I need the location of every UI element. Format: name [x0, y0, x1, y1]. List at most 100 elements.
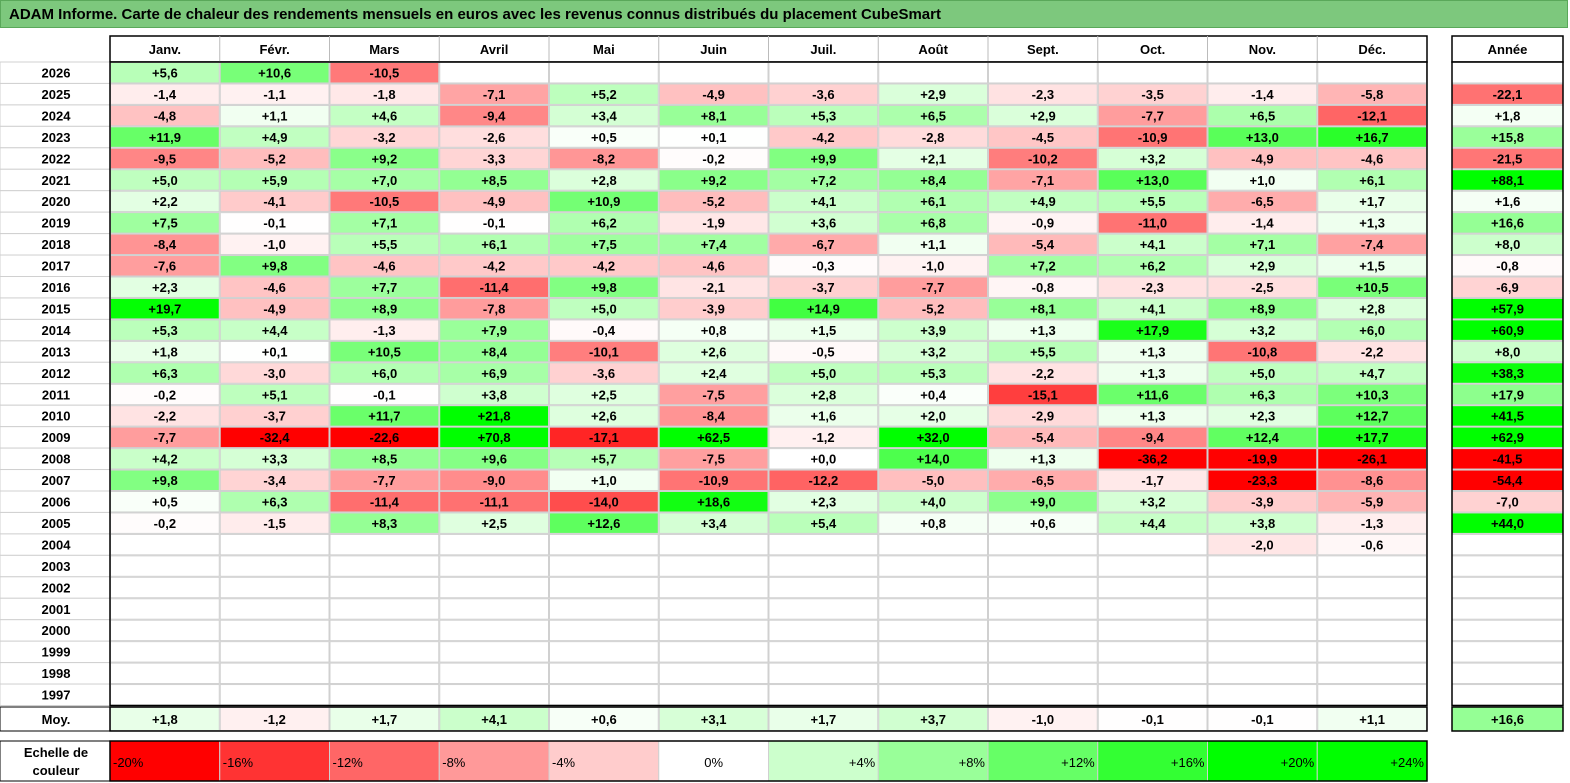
heat-cell	[219, 469, 330, 491]
heat-value: +9,8	[152, 473, 178, 488]
heat-value: +7,1	[1250, 237, 1276, 252]
heat-value: -3,6	[593, 366, 615, 381]
heat-cell	[658, 233, 769, 256]
average-value: +3,1	[701, 712, 727, 727]
heat-value: -11,0	[1138, 216, 1167, 231]
heat-value: -7,7	[1141, 108, 1163, 123]
heat-value: -7,1	[483, 87, 505, 102]
annual-cell	[1451, 619, 1564, 642]
heat-value: -1,1	[263, 87, 285, 102]
heat-cell	[219, 448, 330, 470]
heat-cell	[439, 448, 549, 470]
annual-cell	[1451, 533, 1564, 556]
heat-value: -26,1	[1357, 452, 1387, 467]
heat-value: +5,6	[152, 66, 178, 81]
heat-cell	[658, 448, 769, 470]
heat-cell	[439, 426, 549, 449]
heat-value: -6,7	[812, 237, 834, 252]
heat-value: +8,9	[1250, 301, 1276, 316]
heat-value: -1,3	[1361, 516, 1383, 531]
heat-value: +2,9	[1250, 259, 1276, 274]
heat-cell	[658, 684, 769, 706]
heat-value: -9,4	[1141, 430, 1164, 445]
heat-cell	[549, 469, 659, 491]
annual-value: +1,6	[1495, 194, 1521, 209]
heat-cell	[219, 512, 330, 534]
heat-value: +9,0	[1030, 495, 1056, 510]
heat-cell	[329, 169, 440, 191]
annual-value: +57,9	[1491, 301, 1524, 316]
heat-value: +5,2	[591, 87, 617, 102]
heat-cell	[878, 62, 988, 84]
heat-cell	[1207, 62, 1318, 84]
heat-cell	[329, 190, 440, 213]
heat-cell	[1097, 512, 1208, 534]
heat-cell	[439, 255, 549, 277]
heat-value: +3,8	[1250, 516, 1276, 531]
annual-header	[1451, 35, 1564, 63]
heat-value: -0,8	[1032, 280, 1054, 295]
scale-swatch	[1207, 740, 1318, 782]
heat-cell	[329, 83, 440, 105]
heat-value: +14,9	[807, 301, 840, 316]
year-label-2022: 2022	[42, 151, 71, 166]
year-label-2005: 2005	[42, 516, 71, 531]
heat-cell	[329, 340, 440, 363]
heat-value: +10,6	[258, 66, 291, 81]
heat-value: -2,3	[1032, 87, 1054, 102]
heat-value: -36,2	[1138, 452, 1168, 467]
heat-value: +5,3	[152, 323, 178, 338]
month-header-10: Oct.	[1140, 42, 1165, 57]
heat-cell	[110, 555, 220, 577]
heat-cell	[768, 555, 879, 577]
scale-label: -12%	[333, 755, 364, 770]
scale-label: -20%	[113, 755, 144, 770]
heat-value: -3,9	[702, 301, 724, 316]
heat-cell	[768, 405, 879, 427]
heat-cell	[768, 491, 879, 513]
heat-value: +5,0	[1250, 366, 1276, 381]
heat-cell	[878, 576, 988, 599]
heat-value: -1,7	[1141, 473, 1163, 488]
heat-cell	[549, 169, 659, 191]
heat-cell	[1097, 491, 1208, 513]
heat-cell	[219, 83, 330, 105]
heat-cell	[988, 190, 1098, 213]
heat-cell	[1097, 533, 1208, 556]
heat-value: -10,9	[699, 473, 729, 488]
heat-cell	[549, 598, 659, 620]
heat-value: -4,2	[483, 259, 505, 274]
heat-value: -0,5	[812, 344, 834, 359]
average-label: Moy.	[42, 712, 71, 727]
heat-value: -8,2	[593, 151, 615, 166]
heat-cell	[329, 426, 440, 449]
heat-cell	[329, 469, 440, 491]
heat-value: -1,2	[812, 430, 834, 445]
heat-value: -0,2	[154, 387, 176, 402]
heat-value: -8,4	[702, 409, 725, 424]
heat-cell	[768, 641, 879, 663]
heat-value: -8,6	[1361, 473, 1383, 488]
heat-value: +9,8	[591, 280, 617, 295]
heat-cell	[439, 684, 549, 706]
annual-cell	[1451, 684, 1564, 706]
scale-label: -16%	[223, 755, 254, 770]
heat-value: +0,5	[152, 495, 178, 510]
heat-cell	[1097, 62, 1208, 84]
heat-value: -17,1	[589, 430, 619, 445]
heat-value: -0,1	[483, 216, 505, 231]
heat-cell	[1097, 147, 1208, 170]
average-value: +0,6	[591, 712, 617, 727]
heat-cell	[878, 491, 988, 513]
heat-value: +1,1	[262, 108, 288, 123]
annual-value: +38,3	[1491, 366, 1524, 381]
heat-value: -4,9	[263, 301, 285, 316]
heat-value: +11,6	[1137, 387, 1169, 402]
heat-cell	[439, 147, 549, 170]
year-label-2023: 2023	[42, 130, 71, 145]
month-header-1: Janv.	[149, 42, 181, 57]
heat-value: -3,7	[263, 409, 285, 424]
scale-label: +12%	[1061, 755, 1095, 770]
average-label-cell	[0, 706, 111, 732]
heat-cell	[1207, 448, 1318, 470]
